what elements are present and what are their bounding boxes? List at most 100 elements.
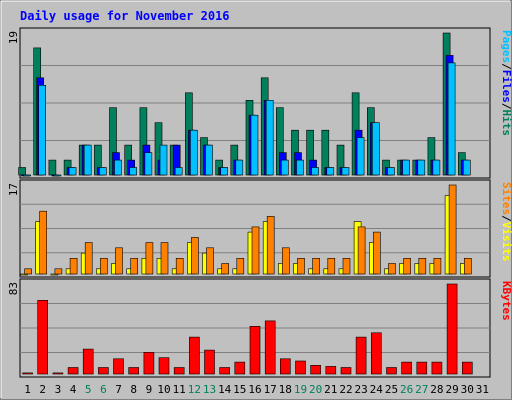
day-label-12: 12 — [188, 383, 201, 396]
day-label-23: 23 — [354, 383, 367, 396]
day-label-9: 9 — [146, 383, 153, 396]
kbytes-bar-kbytes-day-5 — [82, 348, 94, 375]
hits-bars — [18, 32, 471, 177]
visits-bar-sites-day-2 — [39, 210, 48, 275]
hits-bar-pages-day-27 — [417, 159, 426, 176]
hits-legend-item-4: Hits — [500, 110, 512, 137]
visits-bar-sites-day-9 — [145, 242, 154, 275]
visits-bar-sites-day-24 — [372, 231, 381, 275]
hits-bar-pages-day-29 — [447, 62, 456, 176]
kbytes-bar-kbytes-day-19 — [295, 360, 306, 375]
visits-panel: 17 Sites/Visits — [7, 179, 512, 278]
hits-bar-pages-day-20 — [311, 167, 319, 176]
hits-bar-pages-day-21 — [326, 167, 335, 176]
day-label-27: 27 — [415, 383, 428, 396]
hits-bar-pages-day-5 — [83, 144, 92, 176]
kbytes-bar-kbytes-day-29 — [446, 283, 458, 375]
kbytes-bar-kbytes-day-14 — [219, 367, 230, 375]
kbytes-panel: 83 KBytes — [7, 278, 512, 378]
kbytes-bar-kbytes-day-27 — [416, 361, 428, 375]
hits-bar-pages-day-4 — [68, 167, 77, 176]
kbytes-bar-kbytes-day-15 — [234, 361, 246, 375]
hits-bar-pages-day-15 — [235, 159, 244, 176]
day-label-11: 11 — [173, 383, 186, 396]
kbytes-bar-kbytes-day-28 — [431, 361, 443, 375]
visits-bar-sites-day-21 — [327, 257, 336, 275]
day-label-24: 24 — [370, 383, 384, 396]
visits-bar-visits-day-1 — [20, 273, 28, 276]
kbytes-bar-kbytes-day-8 — [128, 367, 139, 375]
kbytes-bar-kbytes-day-2 — [37, 299, 49, 375]
visits-bar-sites-day-10 — [160, 242, 169, 275]
hits-bar-pages-day-8 — [129, 167, 137, 176]
day-label-17: 17 — [264, 383, 277, 396]
kbytes-bar-kbytes-day-6 — [98, 367, 109, 375]
kbytes-bar-kbytes-day-3 — [52, 372, 64, 375]
kbytes-bar-kbytes-day-11 — [173, 367, 185, 375]
hits-bar-pages-day-22 — [341, 167, 350, 176]
visits-bar-sites-day-17 — [266, 216, 275, 275]
hits-bar-pages-day-2 — [38, 85, 47, 176]
day-label-3: 3 — [55, 383, 62, 396]
day-label-19: 19 — [294, 383, 307, 396]
day-label-5: 5 — [85, 383, 92, 396]
visits-bar-sites-day-20 — [312, 257, 320, 275]
day-label-20: 20 — [309, 383, 322, 396]
hits-bar-pages-day-28 — [432, 159, 441, 176]
hits-legend-item-1: / — [500, 63, 512, 70]
hits-bar-pages-day-3 — [53, 174, 62, 177]
day-label-18: 18 — [279, 383, 292, 396]
visits-bar-sites-day-3 — [54, 268, 63, 275]
hits-bar-hits-day-3 — [48, 159, 57, 176]
kbytes-bar-kbytes-day-16 — [249, 325, 261, 375]
hits-bar-pages-day-25 — [387, 167, 395, 176]
visits-bar-sites-day-26 — [403, 257, 411, 275]
kbytes-bar-kbytes-day-1 — [22, 372, 33, 375]
kbytes-bar-kbytes-day-22 — [340, 367, 352, 375]
chart-title: Daily usage for November 2016 — [20, 9, 230, 23]
hits-bar-pages-day-30 — [462, 159, 471, 176]
hits-bar-pages-day-26 — [402, 159, 410, 176]
day-label-21: 21 — [324, 383, 337, 396]
hits-bar-pages-day-10 — [159, 144, 168, 176]
visits-bar-sites-day-18 — [281, 247, 290, 275]
day-label-22: 22 — [339, 383, 352, 396]
kbytes-bar-kbytes-day-17 — [264, 320, 276, 375]
visits-bar-sites-day-19 — [297, 257, 305, 275]
visits-bar-sites-day-27 — [418, 257, 427, 275]
visits-bar-sites-day-30 — [463, 257, 472, 275]
hits-legend: Pages/Files/Hits — [500, 30, 512, 136]
day-label-2: 2 — [39, 383, 46, 396]
kbytes-bar-kbytes-day-23 — [355, 336, 367, 375]
visits-legend-item-2: Visits — [500, 222, 512, 262]
hits-scale-max: 19 — [7, 31, 20, 44]
day-label-13: 13 — [203, 383, 216, 396]
visits-bar-sites-day-6 — [100, 257, 108, 275]
day-label-31: 31 — [476, 383, 489, 396]
visits-bar-sites-day-29 — [448, 184, 457, 275]
visits-bar-sites-day-7 — [115, 247, 123, 275]
visits-bar-sites-day-15 — [236, 257, 245, 275]
hits-bar-pages-day-7 — [114, 159, 122, 176]
day-label-10: 10 — [157, 383, 170, 396]
day-label-4: 4 — [70, 383, 77, 396]
kbytes-bars — [22, 283, 473, 375]
hits-bar-pages-day-11 — [174, 167, 183, 176]
visits-bar-sites-day-23 — [357, 226, 366, 275]
visits-bar-sites-day-1 — [24, 268, 32, 275]
hits-bar-pages-day-17 — [265, 100, 274, 176]
kbytes-bar-kbytes-day-10 — [158, 357, 170, 375]
hits-panel: 19 Pages/Files/Hits — [7, 27, 512, 179]
kbytes-bar-kbytes-day-20 — [310, 364, 321, 375]
kbytes-legend: KBytes — [500, 281, 512, 321]
visits-bar-sites-day-11 — [175, 257, 184, 275]
day-label-25: 25 — [385, 383, 398, 396]
visits-bar-sites-day-13 — [206, 247, 214, 275]
hits-bar-hits-day-1 — [18, 167, 26, 176]
hits-legend-item-3: / — [500, 103, 512, 110]
kbytes-bar-kbytes-day-18 — [279, 358, 291, 375]
visits-bar-sites-day-16 — [251, 226, 260, 275]
day-label-14: 14 — [218, 383, 232, 396]
day-label-16: 16 — [248, 383, 261, 396]
